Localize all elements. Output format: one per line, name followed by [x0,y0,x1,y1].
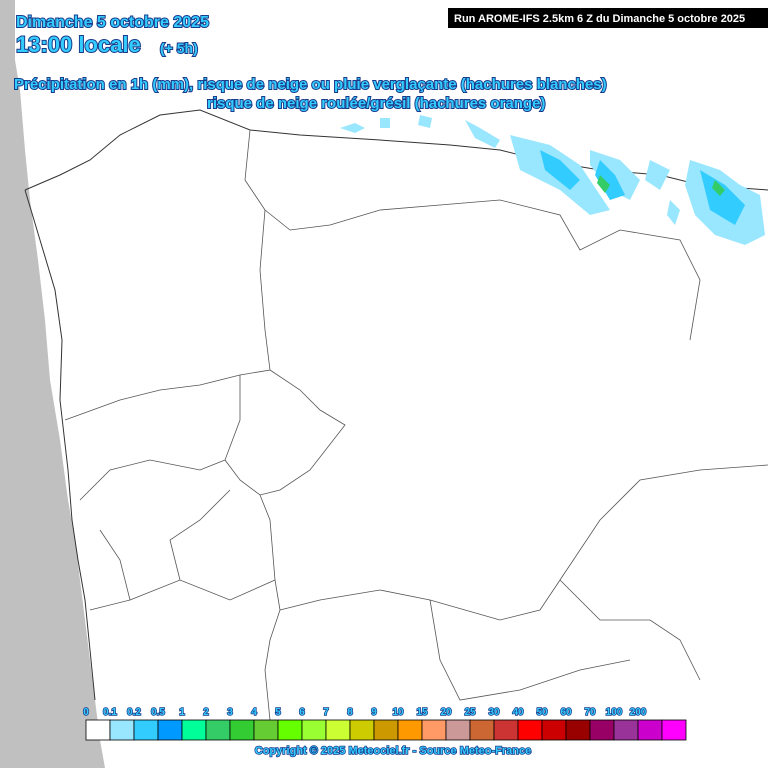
legend-label: 10 [392,707,404,718]
legend-label: 50 [536,707,548,718]
legend-label: 0.1 [103,707,117,718]
legend-label: 25 [464,707,476,718]
legend-swatch [493,719,519,741]
legend-swatch [301,719,327,741]
borders [64,129,768,721]
legend-label: 0.2 [127,707,141,718]
legend: 0 0.1 0.2 0.5 1 2 3 4 5 6 7 8 9 10 15 20 25 30 40 50 60 70 100… [82,706,687,741]
run-box [448,8,768,28]
legend-label: 7 [323,707,329,718]
coastline [24,109,768,701]
legend-swatch [133,719,159,741]
legend-label: 1 [179,707,185,718]
legend-swatch [181,719,207,741]
legend-swatch [661,719,687,741]
legend-swatch [85,719,111,741]
time-title: 13:00 locale [16,32,141,57]
legend-swatch [421,719,447,741]
legend-label: 200 [630,707,647,718]
precipitation [340,115,765,245]
legend-label: 20 [440,707,452,718]
subtitle: risque de neige roulée/grésil (hachures … [207,95,545,112]
legend-swatch [205,719,231,741]
run-label: Run AROME-IFS 2.5km 6 Z du Dimanche 5 oc… [454,13,745,25]
legend-label: 0.5 [151,707,165,718]
legend-label: 5 [275,707,281,718]
legend-label: 70 [584,707,596,718]
legend-label: 4 [251,707,257,718]
legend-label: 8 [347,707,353,718]
legend-swatch [445,719,471,741]
legend-swatch [565,719,591,741]
legend-swatch [277,719,303,741]
subtitle: Précipitation en 1h (mm), risque de neig… [14,76,607,93]
legend-swatch [589,719,615,741]
legend-swatch [253,719,279,741]
legend-swatch [637,719,663,741]
legend-swatch [469,719,495,741]
copyright: Copyright © 2025 Meteociel.fr - Source M… [255,745,531,757]
legend-swatch [109,719,135,741]
time-offset: (+ 5h) [160,40,198,56]
date-title: Dimanche 5 octobre 2025 [16,14,209,31]
legend-label: 30 [488,707,500,718]
legend-label: 2 [203,707,209,718]
legend-swatch [325,719,351,741]
legend-swatch [613,719,639,741]
legend-label: 60 [560,707,572,718]
legend-label: 15 [416,707,428,718]
legend-label: 3 [227,707,233,718]
legend-swatch [541,719,567,741]
legend-swatch [517,719,543,741]
legend-label: 0 [83,707,89,718]
legend-swatch [373,719,399,741]
legend-label: 40 [512,707,524,718]
legend-swatch [397,719,423,741]
legend-swatch [229,719,255,741]
legend-label: 100 [606,707,623,718]
legend-label: 6 [299,707,305,718]
legend-label: 9 [371,707,377,718]
ocean [0,0,105,768]
legend-swatch [349,719,375,741]
legend-swatch [157,719,183,741]
